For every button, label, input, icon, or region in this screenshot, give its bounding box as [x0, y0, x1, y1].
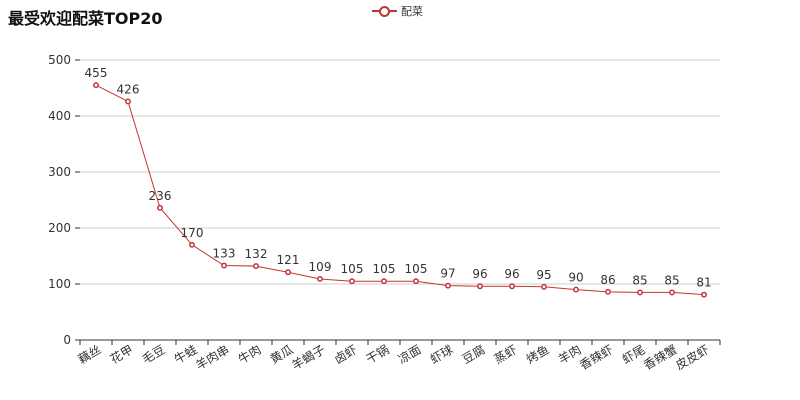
data-point	[189, 241, 195, 248]
y-tick-label: 400	[48, 109, 71, 123]
data-point	[477, 283, 483, 290]
data-point	[669, 289, 675, 296]
data-point	[381, 278, 387, 285]
data-point	[445, 282, 451, 289]
y-tick-label: 300	[48, 165, 71, 179]
x-tick-label: 凉面	[395, 342, 423, 367]
x-tick-label: 羊蝎子	[289, 342, 328, 373]
data-label: 86	[600, 273, 615, 287]
data-label: 105	[373, 262, 396, 276]
x-tick-label: 虾球	[428, 342, 456, 366]
data-label: 85	[632, 273, 647, 287]
x-tick-label: 花甲	[107, 342, 135, 367]
data-label: 85	[664, 273, 679, 287]
y-tick-label: 500	[48, 53, 71, 67]
x-tick-label: 蒸虾	[492, 342, 520, 366]
data-label: 132	[245, 247, 268, 261]
data-label: 236	[149, 189, 172, 203]
data-label: 105	[341, 262, 364, 276]
data-label: 121	[277, 253, 300, 267]
legend-line-circle-icon	[372, 4, 397, 18]
data-point	[349, 278, 355, 285]
y-tick-label: 0	[63, 333, 71, 347]
data-label: 81	[696, 276, 711, 290]
x-tick-label: 牛肉	[235, 342, 263, 367]
data-label: 96	[504, 267, 519, 281]
data-point	[125, 98, 131, 105]
data-point	[413, 278, 419, 285]
legend[interactable]: 配菜	[372, 4, 423, 18]
data-label: 170	[181, 226, 204, 240]
data-label: 133	[213, 247, 236, 261]
x-tick-label: 羊肉串	[193, 342, 232, 373]
data-label: 426	[117, 82, 140, 96]
data-label: 97	[440, 267, 455, 281]
data-point	[157, 204, 163, 211]
data-label: 105	[405, 262, 428, 276]
data-label: 95	[536, 268, 551, 282]
data-point	[701, 291, 707, 298]
data-point	[509, 283, 515, 290]
data-point	[253, 263, 259, 270]
y-tick-label: 200	[48, 221, 71, 235]
x-tick-label: 卤虾	[332, 342, 360, 366]
data-point	[541, 283, 547, 290]
x-tick-label: 香辣虾	[577, 342, 615, 372]
series-line	[95, 84, 705, 296]
x-tick-label: 皮皮虾	[673, 342, 711, 372]
data-point	[605, 288, 611, 295]
x-tick-label: 毛豆	[140, 342, 168, 366]
x-tick-label: 藕丝	[76, 342, 104, 366]
data-label: 455	[85, 66, 108, 80]
data-label: 90	[568, 271, 583, 285]
data-label: 109	[309, 260, 332, 274]
data-point	[573, 286, 579, 293]
y-tick-label: 100	[48, 277, 71, 291]
x-tick-label: 烤鱼	[523, 342, 551, 367]
x-tick-label: 香辣蟹	[641, 342, 680, 373]
data-point	[317, 276, 323, 282]
legend-label: 配菜	[401, 5, 423, 18]
x-tick-label: 干锅	[363, 342, 391, 367]
x-tick-label: 豆腐	[459, 342, 487, 367]
chart-title: 最受欢迎配菜TOP20	[8, 9, 163, 28]
data-label: 96	[472, 267, 487, 281]
data-point	[221, 262, 227, 269]
data-point	[285, 269, 291, 276]
data-point	[637, 289, 643, 296]
data-point	[93, 82, 99, 89]
